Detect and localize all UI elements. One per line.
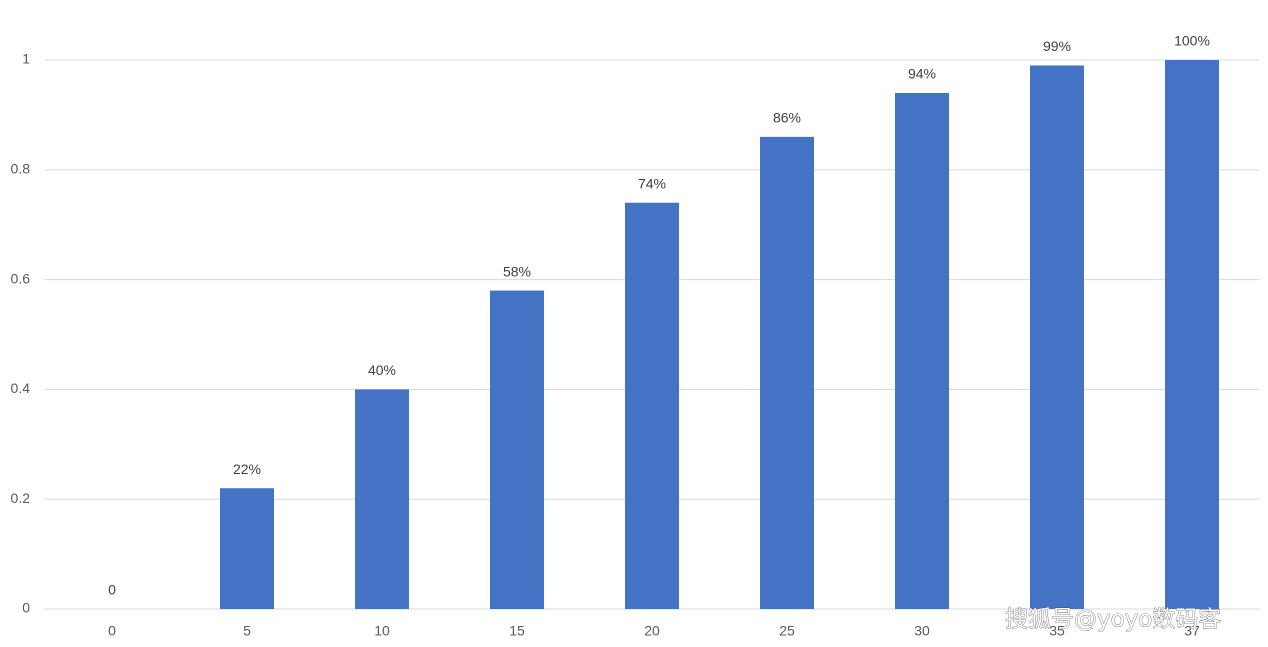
bar <box>355 389 409 609</box>
y-tick-label: 0.4 <box>11 380 31 396</box>
x-tick-label: 35 <box>1049 623 1065 639</box>
bar <box>760 136 814 610</box>
y-tick-label: 0 <box>22 600 30 616</box>
y-tick-label: 0.6 <box>11 270 31 286</box>
y-tick-label: 1 <box>22 51 30 67</box>
x-tick-label: 15 <box>509 623 525 639</box>
x-tick-label: 0 <box>108 623 116 639</box>
y-tick-label: 0.8 <box>11 161 31 177</box>
x-tick-label: 37 <box>1184 623 1200 639</box>
value-label: 86% <box>773 110 801 126</box>
value-label: 74% <box>638 175 666 191</box>
watermark: 搜狐号@yoyo数码客 <box>1005 607 1221 633</box>
value-label: 22% <box>233 461 261 477</box>
value-label: 40% <box>368 362 396 378</box>
value-label: 58% <box>503 263 531 279</box>
x-tick-label: 20 <box>644 623 660 639</box>
bar <box>625 202 679 610</box>
value-label: 0 <box>108 582 116 598</box>
y-tick-label: 0.2 <box>11 490 31 506</box>
bar <box>1165 60 1219 609</box>
x-tick-label: 10 <box>374 623 390 639</box>
value-label: 100% <box>1174 33 1210 49</box>
bar <box>220 488 274 609</box>
bar <box>1030 65 1084 610</box>
x-tick-label: 25 <box>779 623 795 639</box>
bar <box>490 290 544 609</box>
value-label: 94% <box>908 66 936 82</box>
x-tick-label: 30 <box>914 623 930 639</box>
x-tick-label: 5 <box>243 623 251 639</box>
value-label: 99% <box>1043 38 1071 54</box>
bar <box>895 92 949 609</box>
